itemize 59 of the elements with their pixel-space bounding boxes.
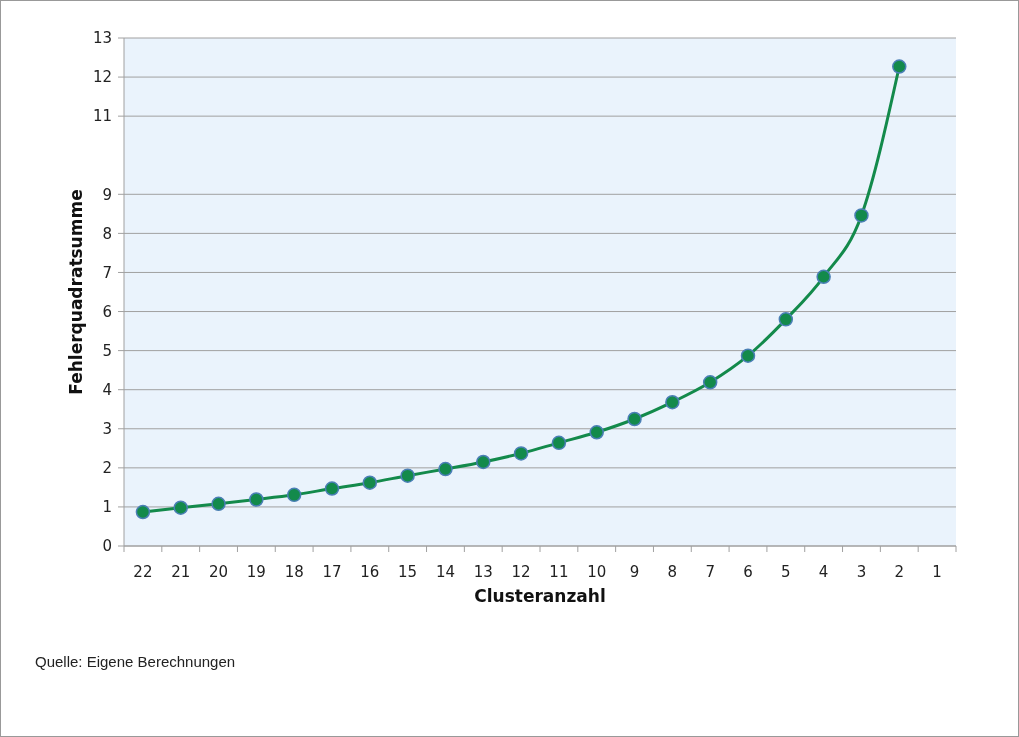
x-tick-label: 10 <box>587 563 607 581</box>
x-tick-label: 19 <box>246 563 266 581</box>
point <box>286 487 302 503</box>
point <box>400 468 415 483</box>
x-tick-label: 18 <box>284 563 304 581</box>
point <box>438 461 453 477</box>
y-tick-label: 5 <box>102 341 112 360</box>
source-note: Quelle: Eigene Berechnungen <box>35 653 236 670</box>
point <box>627 411 642 427</box>
x-tick-label: 15 <box>398 563 418 581</box>
point <box>665 394 680 410</box>
y-tick-label: 12 <box>92 68 112 87</box>
y-tick-label: 13 <box>92 29 112 48</box>
y-tick-label: 11 <box>92 107 112 126</box>
point <box>551 435 567 451</box>
y-tick-label: 9 <box>102 185 112 204</box>
x-tick-label: 17 <box>322 563 342 581</box>
y-tick-label: 0 <box>102 537 112 556</box>
point <box>173 500 188 515</box>
point <box>211 496 226 512</box>
x-tick-label: 6 <box>743 563 753 581</box>
x-tick-label: 21 <box>171 563 191 581</box>
point <box>362 475 378 490</box>
point <box>249 492 264 507</box>
x-tick-label: 7 <box>705 563 715 581</box>
x-tick-label: 20 <box>209 563 229 581</box>
x-tick-label: 1 <box>932 563 942 581</box>
x-tick-label: 12 <box>511 563 531 581</box>
x-axis-title: Clusteranzahl <box>474 586 606 606</box>
x-tick-label: 4 <box>818 563 829 581</box>
x-tick-label: 16 <box>360 563 380 581</box>
x-tick-label: 11 <box>549 563 569 581</box>
point <box>740 348 756 363</box>
point <box>476 454 491 470</box>
x-tick-label: 13 <box>473 563 493 581</box>
x-tick-label: 2 <box>894 563 905 581</box>
point <box>324 481 340 496</box>
x-tick-label: 8 <box>667 563 678 581</box>
point <box>589 425 604 440</box>
point <box>135 504 151 520</box>
y-tick-label: 4 <box>102 380 112 399</box>
y-tick-label: 3 <box>102 420 112 439</box>
point <box>816 269 831 285</box>
x-tick-label: 9 <box>629 563 640 581</box>
y-tick-label: 6 <box>102 302 112 321</box>
x-tick-label: 3 <box>856 563 867 581</box>
y-tick-label: 7 <box>102 263 112 282</box>
point <box>892 59 907 74</box>
y-tick-label: 1 <box>102 498 112 517</box>
point <box>513 446 529 461</box>
point <box>778 312 794 327</box>
x-tick-label: 14 <box>435 563 455 581</box>
x-tick-label: 22 <box>133 563 153 581</box>
point <box>854 208 869 223</box>
y-tick-label: 8 <box>102 224 112 243</box>
x-tick-label: 5 <box>781 563 791 581</box>
point <box>702 375 718 390</box>
y-axis-title: Fehlerquadratsumme <box>66 189 86 395</box>
y-tick-label: 2 <box>102 459 112 478</box>
